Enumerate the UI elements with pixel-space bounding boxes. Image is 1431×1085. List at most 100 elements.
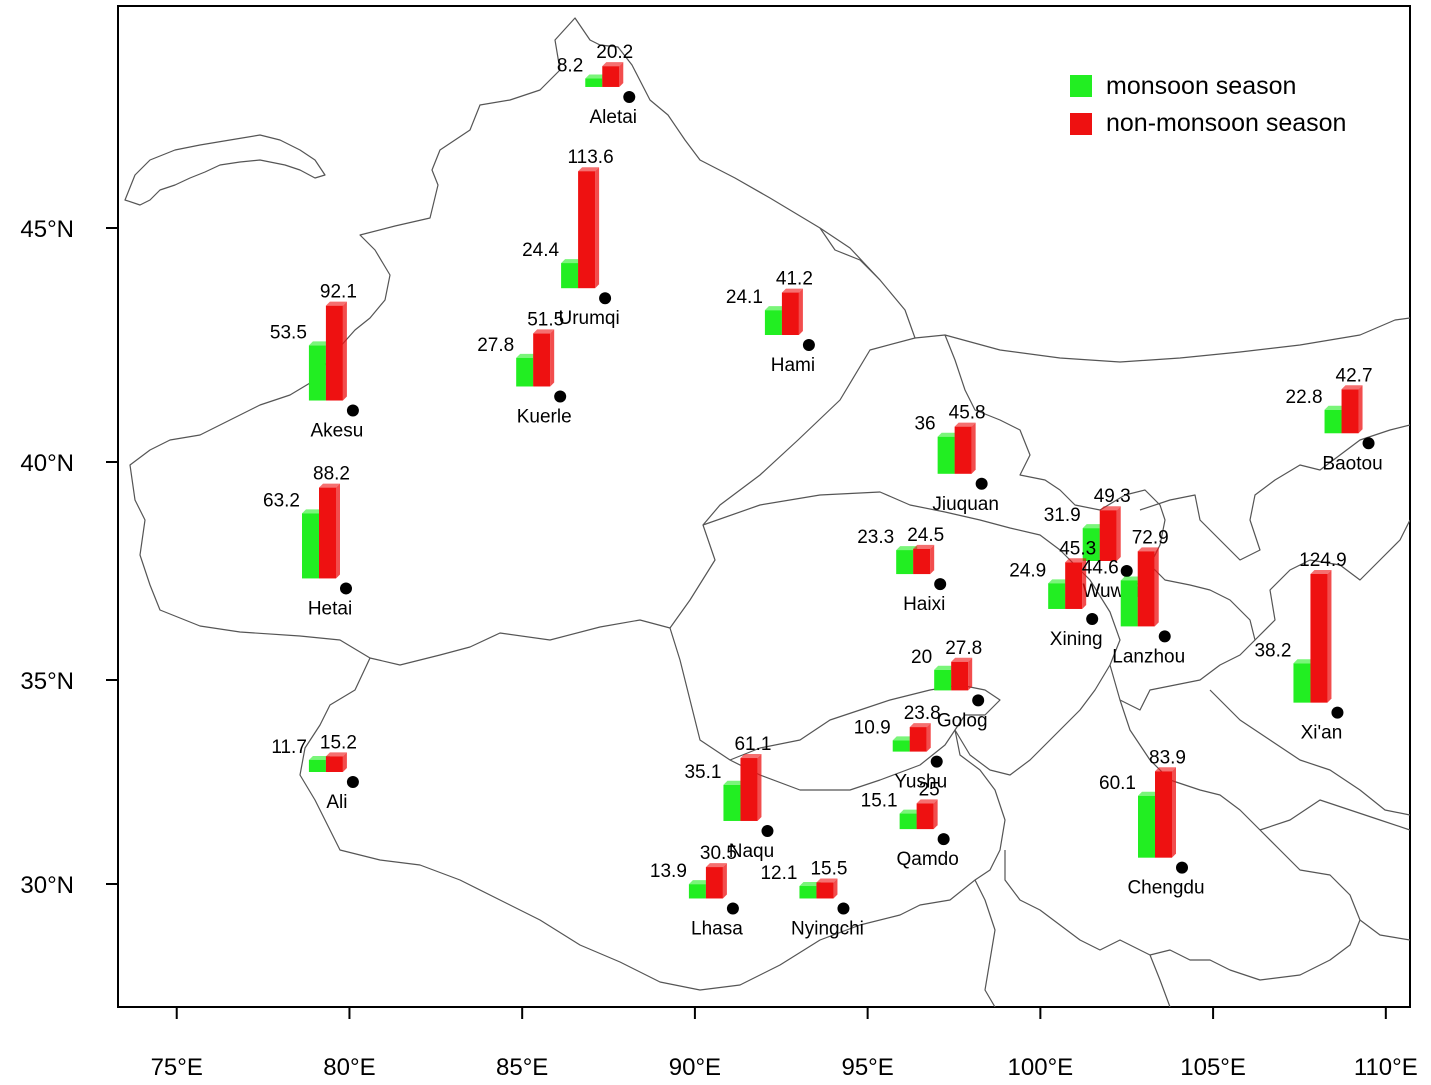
- monsoon-value-label: 60.1: [1099, 773, 1136, 794]
- monsoon-bar: [899, 813, 917, 830]
- non-monsoon-bar-top: [602, 62, 624, 67]
- monsoon-bar-top: [899, 809, 921, 814]
- station-name-label: Lanzhou: [1112, 646, 1185, 667]
- shaanxi-south-border: [1209, 689, 1410, 816]
- monsoon-value-label: 11.7: [271, 737, 307, 758]
- non-monsoon-value-label: 113.6: [568, 147, 614, 168]
- monsoon-bar-top: [934, 665, 956, 670]
- province-borders: [124, 17, 1410, 1007]
- monsoon-value-label: 23.3: [857, 527, 894, 548]
- monsoon-bar: [723, 784, 741, 821]
- monsoon-value-label: 35.1: [684, 762, 721, 783]
- non-monsoon-value-label: 124.9: [1299, 550, 1347, 571]
- station-jiuquan: 36 45.8 Jiuquan: [914, 403, 998, 515]
- station-lhasa: 13.9 30.5 Lhasa: [650, 843, 743, 939]
- non-monsoon-bar: [816, 882, 834, 899]
- inner-mongolia-border: [944, 317, 1410, 363]
- non-monsoon-bar: [916, 803, 934, 830]
- station-name-label: Xining: [1050, 629, 1103, 650]
- monsoon-bar-top: [1138, 791, 1159, 796]
- non-monsoon-bar-side: [722, 863, 727, 899]
- non-monsoon-bar-top: [578, 167, 600, 172]
- lon-tick-label: 80°E: [323, 1054, 375, 1081]
- monsoon-bar-top: [308, 341, 330, 346]
- non-monsoon-bar-top: [705, 863, 727, 868]
- non-monsoon-value-label: 41.2: [776, 269, 813, 290]
- monsoon-bar: [688, 884, 706, 899]
- station-lanzhou: 44.6 72.9 Lanzhou: [1082, 527, 1185, 667]
- non-monsoon-value-label: 25: [919, 779, 940, 800]
- tibet-border: [299, 627, 1006, 991]
- non-monsoon-bar-side: [926, 723, 931, 752]
- lake-outline: [124, 134, 326, 206]
- monsoon-value-label: 31.9: [1044, 505, 1081, 526]
- lon-tick-label: 95°E: [841, 1054, 893, 1081]
- legend-swatch-non-monsoon: [1070, 113, 1092, 135]
- non-monsoon-bar: [954, 426, 972, 474]
- non-monsoon-bar-top: [740, 754, 762, 759]
- monsoon-bar-top: [302, 509, 323, 514]
- monsoon-value-label: 36: [914, 414, 935, 435]
- non-monsoon-bar: [1065, 562, 1083, 609]
- station-name-label: Kuerle: [517, 406, 572, 427]
- chongqing-border: [1259, 799, 1410, 831]
- legend: monsoon season non-monsoon season: [1070, 72, 1346, 137]
- monsoon-bar-top: [1324, 405, 1346, 410]
- non-monsoon-value-label: 23.8: [904, 703, 941, 724]
- station-name-label: Hami: [771, 355, 815, 376]
- non-monsoon-bar-side: [336, 483, 340, 579]
- station-dot: [346, 404, 359, 417]
- lon-tick-label: 105°E: [1180, 1054, 1246, 1081]
- monsoon-value-label: 12.1: [760, 863, 797, 884]
- non-monsoon-bar: [325, 756, 343, 772]
- station-name-label: Naqu: [729, 841, 774, 862]
- non-monsoon-bar-top: [781, 288, 803, 293]
- non-monsoon-bar-top: [913, 544, 935, 549]
- monsoon-bar-top: [937, 432, 959, 437]
- monsoon-bar-top: [1120, 576, 1142, 581]
- station-dot: [340, 582, 352, 595]
- lat-tick-label: 35°N: [20, 668, 74, 695]
- station-name-label: Chengdu: [1127, 878, 1204, 899]
- non-monsoon-bar-side: [968, 657, 973, 691]
- station-naqu: 35.1 61.1 Naqu: [684, 734, 774, 862]
- non-monsoon-bar: [909, 727, 927, 752]
- non-monsoon-value-label: 24.5: [907, 525, 944, 546]
- non-monsoon-bar-side: [930, 544, 935, 575]
- lat-tick-label: 40°N: [20, 450, 74, 477]
- monsoon-bar: [937, 436, 955, 474]
- station-name-label: Nyingchi: [791, 918, 864, 939]
- station-dot: [761, 824, 774, 837]
- station-qamdo: 15.1 25 Qamdo: [861, 779, 959, 870]
- monsoon-bar: [892, 740, 910, 752]
- non-monsoon-value-label: 45.3: [1059, 538, 1096, 559]
- station-dot: [1158, 630, 1171, 643]
- monsoon-value-label: 8.2: [557, 56, 583, 77]
- monsoon-value-label: 15.1: [861, 791, 898, 812]
- station-hami: 24.1 41.2 Hami: [726, 269, 815, 376]
- gansu-border: [914, 334, 1256, 711]
- monsoon-bar-top: [308, 755, 330, 760]
- station-name-label: Urumqi: [558, 308, 619, 329]
- monsoon-bar-top: [723, 780, 745, 785]
- station-dot: [623, 90, 636, 103]
- monsoon-bar: [308, 759, 326, 772]
- stations-layer: 8.2 20.2 Aletai 24.4 113.6 Urumqi 53.5 92.1 Akes…: [263, 42, 1383, 939]
- station-haixi: 23.3 24.5 Haixi: [857, 525, 947, 615]
- non-monsoon-bar-side: [595, 167, 600, 289]
- non-monsoon-bar-side: [833, 878, 838, 899]
- monsoon-bar-top: [892, 736, 914, 741]
- monsoon-value-label: 24.1: [726, 287, 763, 308]
- non-monsoon-value-label: 20.2: [596, 42, 633, 63]
- station-nyingchi: 12.1 15.5 Nyingchi: [760, 859, 863, 940]
- non-monsoon-bar: [325, 305, 343, 401]
- monsoon-bar: [302, 513, 319, 579]
- monsoon-bar: [934, 669, 952, 691]
- monsoon-value-label: 63.2: [263, 490, 300, 511]
- non-monsoon-bar-top: [1155, 767, 1176, 772]
- non-monsoon-value-label: 88.2: [313, 464, 350, 485]
- mongolia-border: [819, 227, 881, 281]
- station-dot: [837, 902, 850, 915]
- monsoon-bar: [1138, 795, 1155, 858]
